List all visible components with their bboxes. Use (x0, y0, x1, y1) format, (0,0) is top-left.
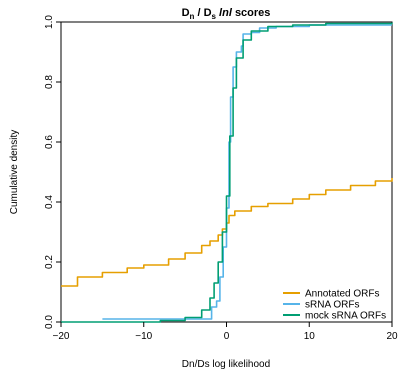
x-tick-label: 0 (224, 331, 230, 342)
y-tick-label: 0.8 (44, 75, 55, 89)
title-italic: lnl (216, 7, 235, 19)
title-main: D (182, 7, 190, 19)
chart-title: Dn / Ds lnl scores (182, 7, 271, 21)
series-line-2 (61, 23, 392, 322)
legend-label: sRNA ORFs (305, 300, 359, 311)
series-layer (61, 23, 392, 322)
y-tick-label: 0.0 (44, 315, 55, 329)
legend-label: Annotated ORFs (305, 289, 379, 300)
title-tail: scores (235, 7, 270, 19)
x-axis: −20 −10 0 10 20 (53, 322, 398, 342)
y-tick-label: 1.0 (44, 15, 55, 29)
y-tick-label: 0.6 (44, 135, 55, 149)
y-axis: 0.0 0.2 0.4 0.6 0.8 1.0 (44, 15, 61, 329)
y-axis-title: Cumulative density (9, 130, 20, 214)
x-tick-label: 20 (386, 331, 398, 342)
x-tick-label: −10 (135, 331, 152, 342)
series-line-1 (102, 25, 392, 319)
x-tick-label: −20 (53, 331, 70, 342)
legend-label: mock sRNA ORFs (305, 311, 386, 322)
plot-frame (61, 22, 392, 322)
y-tick-label: 0.4 (44, 195, 55, 209)
title-slash: / D (194, 7, 211, 19)
y-tick-label: 0.2 (44, 255, 55, 269)
x-tick-label: 10 (304, 331, 316, 342)
x-axis-title: Dn/Ds log likelihood (182, 359, 270, 370)
